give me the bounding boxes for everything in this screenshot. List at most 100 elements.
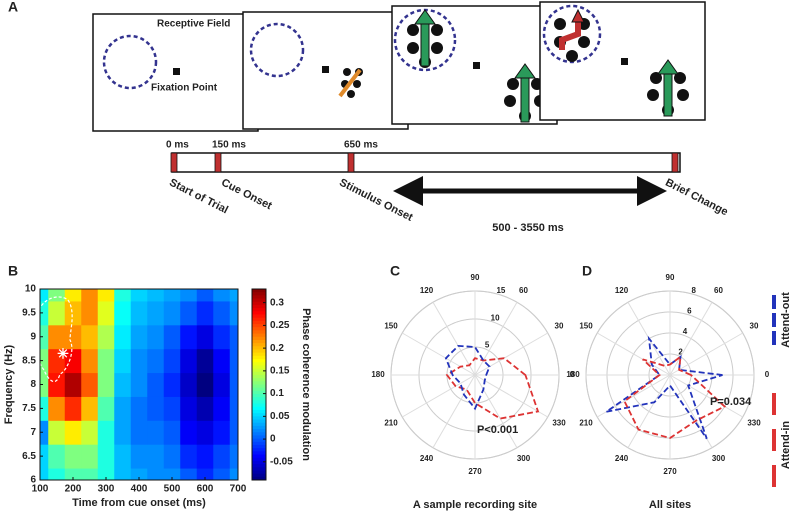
heat-cell <box>40 420 49 445</box>
heat-cell <box>97 420 115 445</box>
theta-grid <box>402 332 476 376</box>
r-tick-label: 15 <box>496 286 505 295</box>
theta-tick-label: 60 <box>714 286 723 295</box>
heat-cell <box>180 468 198 480</box>
colorbar-segment <box>252 362 266 366</box>
heat-cell <box>147 289 165 302</box>
heat-cell <box>48 300 66 326</box>
heat-cell <box>40 289 49 302</box>
theta-tick-label: 180 <box>371 370 385 379</box>
heat-cell <box>163 348 181 374</box>
theta-tick-label: 270 <box>663 467 677 476</box>
theta-tick-label: 0 <box>765 370 770 379</box>
colorbar-segment <box>252 352 266 357</box>
heat-cell <box>64 300 82 326</box>
heat-cell <box>48 372 66 397</box>
heat-cell <box>163 289 181 302</box>
polar-series <box>445 357 540 420</box>
colorbar-segment <box>252 409 266 414</box>
colorbar-segment <box>252 311 266 315</box>
x-tick-label: 200 <box>65 484 82 495</box>
colorbar-segment <box>252 419 266 424</box>
heat-cell <box>213 372 231 397</box>
r-tick-label: 2 <box>678 348 683 357</box>
heat-cell <box>97 324 115 350</box>
heat-cell <box>64 324 82 350</box>
heat-cell <box>180 420 198 445</box>
colorbar-segment <box>252 314 266 319</box>
theta-tick-label: 30 <box>750 322 759 331</box>
panel-label: D <box>582 263 592 279</box>
heat-cell <box>130 444 148 469</box>
heat-cell <box>229 444 238 469</box>
heat-cell <box>130 348 148 374</box>
heat-cell <box>229 420 238 445</box>
y-tick-label: 6.5 <box>22 451 36 462</box>
heat-cell <box>229 468 238 480</box>
legend-swatch <box>772 313 776 327</box>
panel-label: B <box>8 263 18 279</box>
heat-cell <box>114 300 132 326</box>
heat-cell <box>48 444 66 469</box>
colorbar-segment <box>252 355 266 360</box>
colorbar-segment <box>252 295 266 300</box>
colorbar-segment <box>252 454 266 459</box>
heat-cell <box>40 372 49 397</box>
y-tick-label: 8.5 <box>22 355 36 366</box>
heat-cell <box>40 324 49 350</box>
colorbar-tick-label: 0.3 <box>270 297 284 308</box>
colorbar-segment <box>252 304 266 309</box>
theta-grid <box>432 374 476 448</box>
heat-cell <box>130 372 148 397</box>
theta-grid <box>474 332 548 376</box>
heat-cell <box>180 396 198 421</box>
colorbar-segment <box>252 406 266 411</box>
heat-cell <box>81 300 99 326</box>
heat-cell <box>213 396 231 421</box>
heat-cell <box>196 396 214 421</box>
heat-cell <box>64 348 82 374</box>
colorbar-tick-label: 0.25 <box>270 320 290 331</box>
time-label: 150 ms <box>212 140 246 151</box>
theta-grid <box>597 332 671 376</box>
heat-cell <box>229 348 238 374</box>
heat-cell <box>163 468 181 480</box>
colorbar-segment <box>252 416 266 421</box>
colorbar-segment <box>252 308 266 312</box>
colorbar-segment <box>252 432 266 436</box>
heat-cell <box>114 396 132 421</box>
heat-cell <box>196 468 214 480</box>
heat-cell <box>97 468 115 480</box>
heat-cell <box>163 300 181 326</box>
colorbar-segment <box>252 371 266 376</box>
heat-cell <box>40 396 49 421</box>
heat-cell <box>48 468 66 480</box>
x-tick-label: 100 <box>32 484 49 495</box>
event-markers <box>170 152 679 173</box>
y-tick-label: 10 <box>25 284 37 295</box>
time-label: 0 ms <box>166 140 189 151</box>
heat-cell <box>229 289 238 302</box>
heat-cell <box>147 372 165 397</box>
heat-cell <box>48 396 66 421</box>
heat-cell <box>81 468 99 480</box>
theta-tick-label: 240 <box>615 454 629 463</box>
heatmap <box>40 289 238 480</box>
y-axis-label: Frequency (Hz) <box>3 344 15 424</box>
colorbar-segment <box>252 346 266 350</box>
theta-grid <box>474 374 518 448</box>
colorbar-frame <box>251 288 267 481</box>
heat-cell <box>213 289 231 302</box>
colorbar-tick-label: 0.2 <box>270 343 284 354</box>
heat-cell <box>64 289 82 302</box>
theta-tick-label: 210 <box>579 419 593 428</box>
legend-label: Attend-in <box>780 421 792 470</box>
heat-cell <box>40 444 49 469</box>
colorbar-segment <box>252 438 266 443</box>
screens <box>92 1 706 132</box>
theta-tick-label: 150 <box>579 322 593 331</box>
colorbar-segment <box>252 324 266 328</box>
timeline <box>171 152 681 173</box>
heat-cell <box>48 324 66 350</box>
heat-cell <box>64 396 82 421</box>
